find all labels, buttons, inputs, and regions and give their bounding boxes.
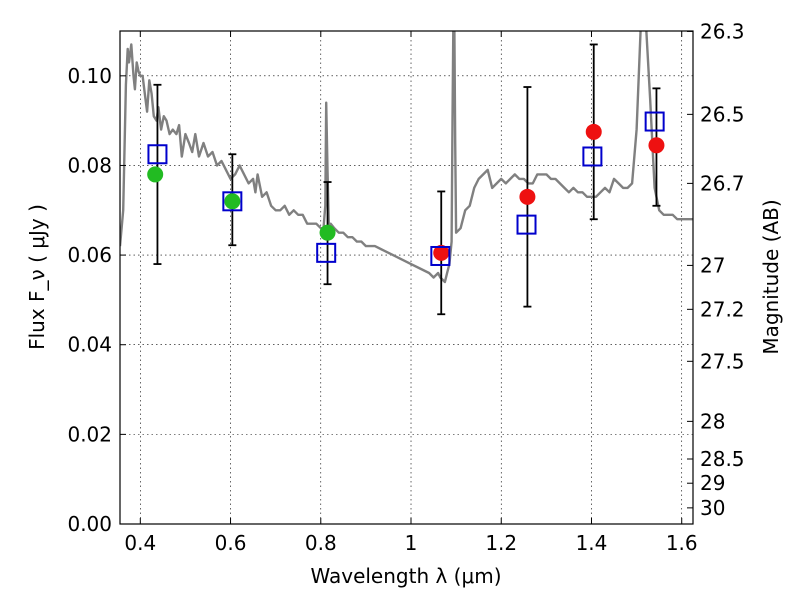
y-tick-label: 0.10 xyxy=(67,64,112,88)
y2-tick-label: 27 xyxy=(700,253,725,277)
optical-flux-point xyxy=(319,224,336,241)
y2-tick-label: 27.2 xyxy=(700,297,745,321)
model-spectrum-line xyxy=(120,31,693,284)
y2-tick-label: 27.5 xyxy=(700,349,745,373)
y2-tick-label: 28.5 xyxy=(700,447,745,471)
x-tick-label: 1.6 xyxy=(666,531,698,555)
optical-flux-point xyxy=(224,193,241,210)
model-band-square xyxy=(644,111,665,132)
optical-flux-point xyxy=(147,166,164,183)
y2-tick-label: 29 xyxy=(700,471,725,495)
model-band-square xyxy=(147,144,168,165)
y-tick-label: 0.04 xyxy=(67,333,112,357)
y2-tick-label: 26.5 xyxy=(700,102,745,126)
x-tick-label: 1.4 xyxy=(576,531,608,555)
model-band-square xyxy=(582,146,603,167)
x-axis-label: Wavelength λ (μm) xyxy=(310,564,501,588)
model-band-square xyxy=(316,242,337,263)
y2-tick-label: 26.3 xyxy=(700,19,745,43)
y2-tick-label: 30 xyxy=(700,496,725,520)
nir-flux-point xyxy=(433,244,450,261)
plot-area xyxy=(120,31,693,316)
y-tick-label: 0.00 xyxy=(67,512,112,536)
x-tick-label: 1.2 xyxy=(485,531,517,555)
y-tick-label: 0.02 xyxy=(67,422,112,446)
y-tick-label: 0.06 xyxy=(67,243,112,267)
y-axis-label: Flux F_ν ( μJy ) xyxy=(25,204,49,350)
model-band-square xyxy=(516,214,537,235)
nir-flux-point xyxy=(585,123,602,140)
axes: 0.4 0.6 0.8 1 1.2 1.4 1.6 0.00 0.02 0.04 0.06 0.08 0… xyxy=(67,19,744,555)
nir-flux-point xyxy=(519,188,536,205)
y2-tick-label: 26.7 xyxy=(700,171,745,195)
y-tick-label: 0.08 xyxy=(67,153,112,177)
nir-flux-point xyxy=(648,137,665,154)
x-tick-label: 0.8 xyxy=(305,531,337,555)
model-band-square xyxy=(222,191,243,212)
x-tick-label: 1 xyxy=(405,531,418,555)
plot-frame xyxy=(119,30,694,525)
y2-tick-label: 28 xyxy=(700,409,725,433)
x-tick-label: 0.4 xyxy=(124,531,156,555)
y2-axis-label: Magnitude (AB) xyxy=(759,199,783,354)
model-band-square xyxy=(430,245,451,266)
x-tick-label: 0.6 xyxy=(215,531,247,555)
